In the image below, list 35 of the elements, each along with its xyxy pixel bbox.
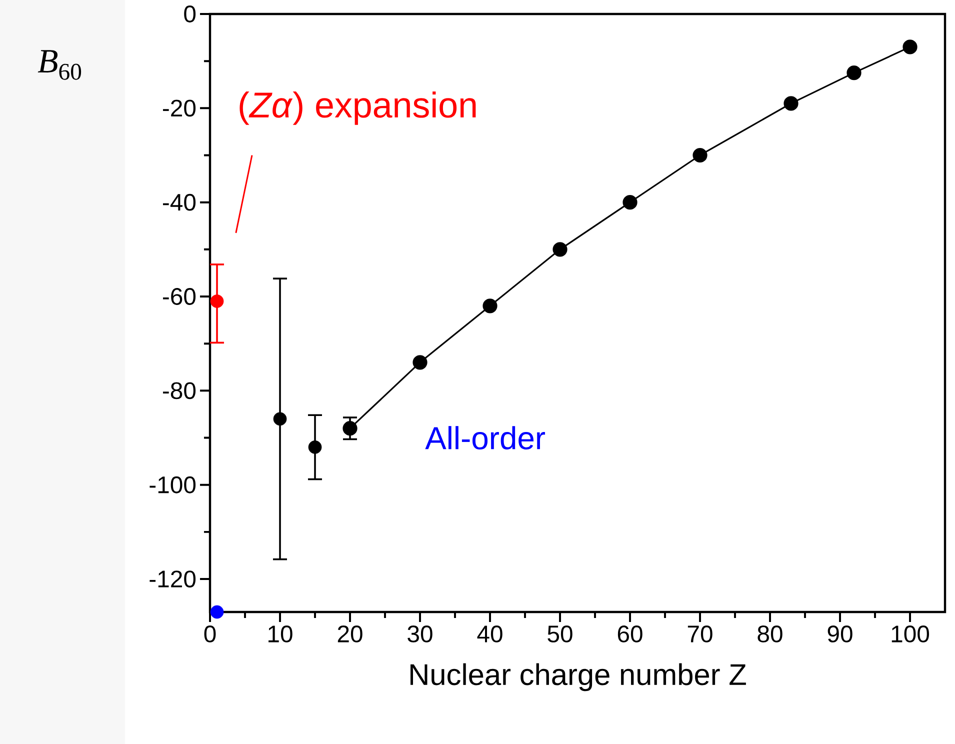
point xyxy=(412,355,428,370)
point xyxy=(784,96,798,111)
x-tick-label: 90 xyxy=(828,626,852,642)
x-tick-label: 0 xyxy=(204,626,216,642)
x-tick-label: 60 xyxy=(618,626,642,642)
x-tick-label: 100 xyxy=(892,626,930,642)
y-tick-label: 0 xyxy=(184,6,196,22)
x-tick-label: 40 xyxy=(477,626,502,642)
x-tick-label: 80 xyxy=(758,626,782,642)
y-tick-label: -20 xyxy=(162,100,196,117)
point xyxy=(210,294,224,308)
point xyxy=(210,605,224,619)
text: (Zα) expansion xyxy=(240,91,476,125)
y-tick-label: -120 xyxy=(150,570,196,588)
y-tick-label: -100 xyxy=(150,476,196,494)
x-tick-label: 10 xyxy=(268,626,292,642)
point xyxy=(482,298,498,314)
point xyxy=(308,440,322,454)
point xyxy=(902,40,918,54)
text: All-order xyxy=(425,426,546,450)
x-axis-title: Nuclear charge number Z xyxy=(410,663,746,692)
x-tick-label: 30 xyxy=(408,626,432,642)
point xyxy=(692,148,708,163)
point xyxy=(622,195,638,210)
point xyxy=(846,66,862,80)
point xyxy=(342,421,358,436)
x-tick-label: 70 xyxy=(688,626,712,642)
point xyxy=(273,412,287,426)
x-tick-label: 50 xyxy=(548,626,572,642)
point xyxy=(552,242,568,257)
y-tick-label: -60 xyxy=(162,288,196,305)
x-tick-label: 20 xyxy=(338,626,362,642)
y-tick-label: -80 xyxy=(162,382,196,400)
y-axis-title: B$_{60}$ xyxy=(38,50,82,80)
y-tick-label: -40 xyxy=(162,194,196,211)
